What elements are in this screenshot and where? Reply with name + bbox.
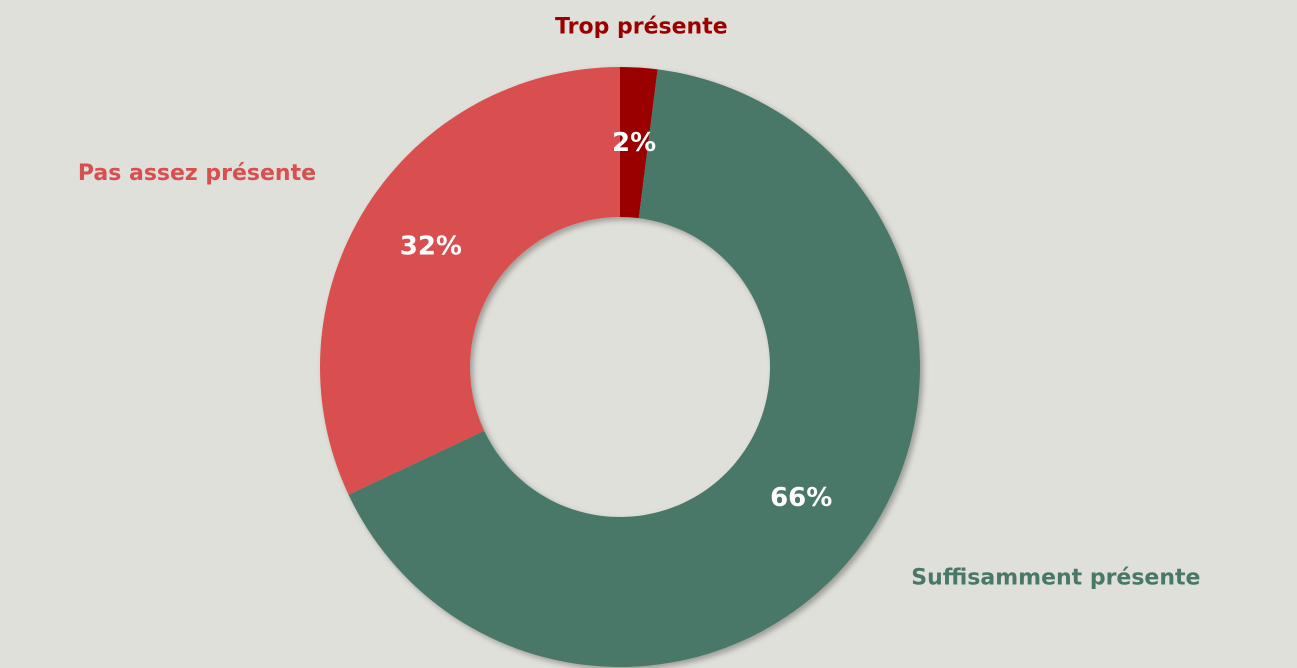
category-label: Trop présente: [555, 15, 728, 40]
category-label: Suffisamment présente: [911, 566, 1200, 591]
donut-slice: [319, 67, 620, 495]
category-label: Pas assez présente: [78, 161, 316, 186]
donut-slice: [348, 69, 920, 667]
data-label: 66%: [770, 483, 832, 513]
data-label: 2%: [612, 128, 656, 158]
donut-slice: [620, 67, 658, 219]
donut: [319, 67, 920, 667]
data-label: 32%: [400, 231, 462, 261]
